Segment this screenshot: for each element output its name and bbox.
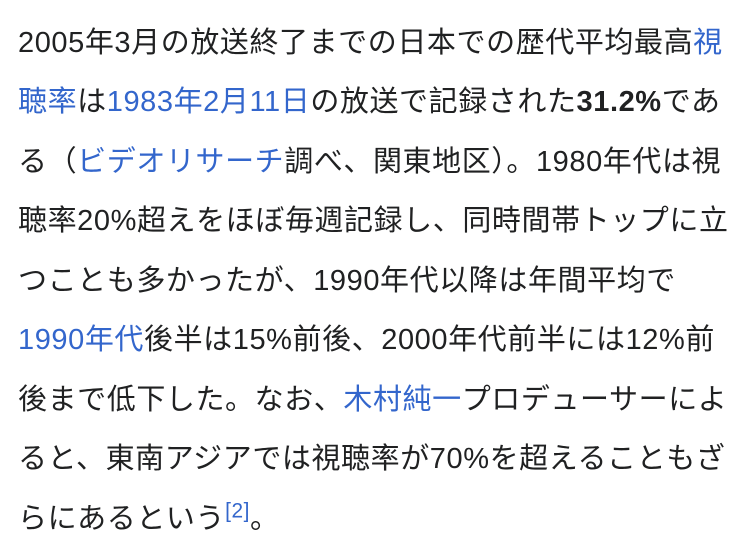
link-1990s[interactable]: 1990年代 xyxy=(18,324,144,356)
text-run: 。 xyxy=(250,503,280,535)
link-date-1983-02-11[interactable]: 1983年2月11日 xyxy=(107,86,311,118)
link-video-research[interactable]: ビデオリサーチ xyxy=(77,146,284,178)
reference-link-2[interactable]: [2] xyxy=(225,499,250,522)
text-run: 2005年3月の放送終了までの日本での歴代平均最高 xyxy=(18,27,693,59)
link-kimura-junichi[interactable]: 木村純一 xyxy=(343,384,461,416)
article-paragraph: 2005年3月の放送終了までの日本での歴代平均最高視聴率は1983年2月11日の… xyxy=(18,14,732,549)
text-run: の放送で記録された xyxy=(310,86,576,118)
peak-rating-value: 31.2% xyxy=(577,86,662,118)
text-run: は xyxy=(77,86,107,118)
